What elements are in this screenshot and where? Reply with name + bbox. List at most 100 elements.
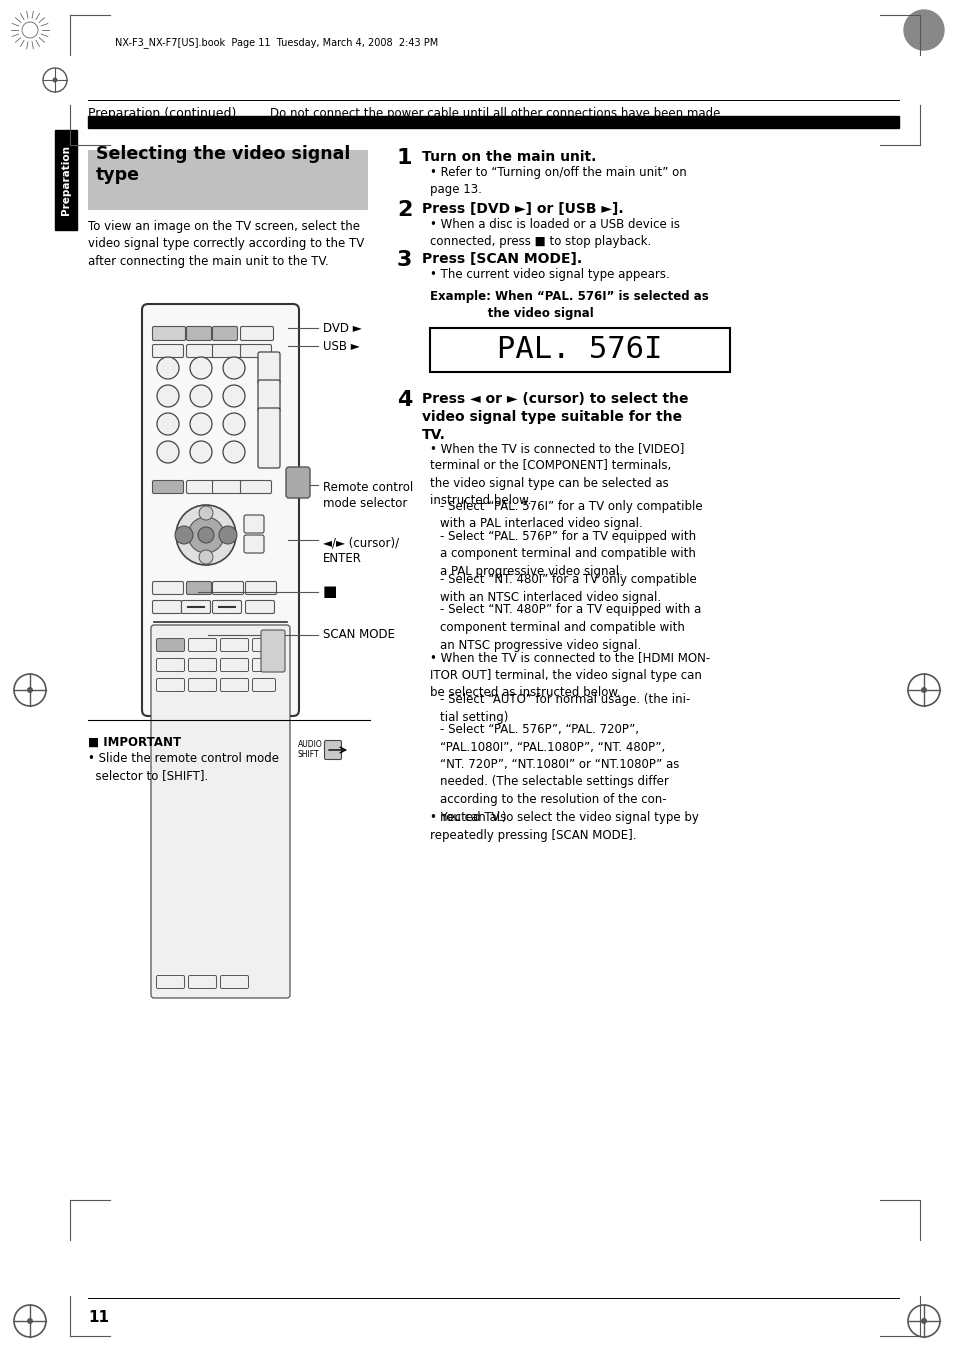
Text: ■ IMPORTANT: ■ IMPORTANT [88, 736, 181, 748]
Circle shape [223, 440, 245, 463]
Text: • Refer to “Turning on/off the main unit” on
page 13.: • Refer to “Turning on/off the main unit… [430, 166, 686, 196]
Circle shape [223, 357, 245, 380]
FancyBboxPatch shape [156, 658, 184, 671]
FancyBboxPatch shape [213, 327, 237, 340]
FancyBboxPatch shape [189, 639, 216, 651]
Circle shape [157, 357, 179, 380]
FancyBboxPatch shape [253, 678, 275, 692]
Circle shape [920, 1319, 926, 1324]
Circle shape [190, 357, 212, 380]
FancyBboxPatch shape [253, 658, 275, 671]
FancyBboxPatch shape [152, 481, 183, 493]
Text: NX-F3_NX-F7[US].book  Page 11  Tuesday, March 4, 2008  2:43 PM: NX-F3_NX-F7[US].book Page 11 Tuesday, Ma… [115, 38, 437, 49]
FancyBboxPatch shape [156, 678, 184, 692]
FancyBboxPatch shape [220, 639, 248, 651]
Circle shape [920, 688, 926, 693]
Circle shape [22, 22, 38, 38]
FancyBboxPatch shape [152, 345, 183, 358]
Text: • When the TV is connected to the [VIDEO]
terminal or the [COMPONENT] terminals,: • When the TV is connected to the [VIDEO… [430, 442, 683, 508]
Circle shape [175, 505, 235, 565]
Circle shape [14, 674, 46, 707]
FancyBboxPatch shape [213, 581, 243, 594]
Circle shape [190, 413, 212, 435]
FancyBboxPatch shape [220, 975, 248, 989]
Text: Remote control
mode selector: Remote control mode selector [323, 481, 413, 509]
Circle shape [223, 385, 245, 407]
Text: 11: 11 [88, 1309, 109, 1324]
Text: Press [DVD ►] or [USB ►].: Press [DVD ►] or [USB ►]. [421, 203, 623, 216]
FancyBboxPatch shape [213, 345, 243, 358]
FancyBboxPatch shape [245, 581, 276, 594]
FancyBboxPatch shape [240, 481, 272, 493]
Circle shape [907, 674, 939, 707]
Text: 1: 1 [396, 149, 412, 168]
Circle shape [157, 385, 179, 407]
FancyBboxPatch shape [151, 626, 290, 998]
Circle shape [188, 517, 224, 553]
Bar [88, 116, 898, 128]
Circle shape [27, 1319, 33, 1324]
Text: • You can also select the video signal type by
repeatedly pressing [SCAN MODE].: • You can also select the video signal t… [430, 811, 699, 842]
Circle shape [27, 688, 33, 693]
Text: 4: 4 [396, 390, 412, 409]
FancyBboxPatch shape [257, 380, 280, 412]
Text: To view an image on the TV screen, select the
video signal type correctly accord: To view an image on the TV screen, selec… [88, 220, 364, 267]
FancyBboxPatch shape [220, 678, 248, 692]
Text: SCAN MODE: SCAN MODE [323, 628, 395, 642]
FancyBboxPatch shape [240, 327, 274, 340]
Text: • When a disc is loaded or a USB device is
connected, press ■ to stop playback.: • When a disc is loaded or a USB device … [430, 218, 679, 249]
Text: - Select “AUTO” for normal usage. (the ini-
tial setting): - Select “AUTO” for normal usage. (the i… [439, 693, 690, 724]
Circle shape [52, 77, 57, 82]
Text: Preparation (continued): Preparation (continued) [88, 107, 236, 119]
Text: Preparation: Preparation [61, 145, 71, 215]
Text: Press [SCAN MODE].: Press [SCAN MODE]. [421, 253, 581, 266]
Circle shape [157, 413, 179, 435]
FancyBboxPatch shape [324, 740, 341, 759]
Bar [88, 150, 368, 209]
FancyBboxPatch shape [152, 600, 181, 613]
FancyBboxPatch shape [213, 481, 243, 493]
FancyBboxPatch shape [244, 535, 264, 553]
Text: - Select “NT. 480P” for a TV equipped with a
component terminal and compatible w: - Select “NT. 480P” for a TV equipped wi… [439, 604, 700, 651]
Circle shape [198, 527, 213, 543]
Text: 2: 2 [396, 200, 412, 220]
FancyBboxPatch shape [156, 639, 184, 651]
Text: • Slide the remote control mode
  selector to [SHIFT].: • Slide the remote control mode selector… [88, 753, 278, 782]
FancyBboxPatch shape [186, 581, 212, 594]
FancyBboxPatch shape [261, 630, 285, 671]
Bar [430, 328, 729, 372]
Text: DVD ►: DVD ► [323, 322, 361, 335]
FancyBboxPatch shape [186, 327, 212, 340]
Text: • The current video signal type appears.: • The current video signal type appears. [430, 267, 669, 281]
Circle shape [903, 9, 943, 50]
Circle shape [199, 507, 213, 520]
Circle shape [14, 1305, 46, 1337]
FancyBboxPatch shape [245, 600, 274, 613]
Text: ◄/► (cursor)/
ENTER: ◄/► (cursor)/ ENTER [323, 536, 398, 565]
Text: Selecting the video signal
type: Selecting the video signal type [96, 145, 350, 185]
FancyBboxPatch shape [156, 975, 184, 989]
Text: - Select “NT. 480I” for a TV only compatible
with an NTSC interlaced video signa: - Select “NT. 480I” for a TV only compat… [439, 574, 696, 604]
Text: Example: When “PAL. 576I” is selected as
              the video signal: Example: When “PAL. 576I” is selected as… [430, 290, 708, 320]
FancyBboxPatch shape [189, 975, 216, 989]
FancyBboxPatch shape [213, 600, 241, 613]
FancyBboxPatch shape [286, 467, 310, 499]
Text: PAL. 576I: PAL. 576I [497, 335, 662, 365]
FancyBboxPatch shape [142, 304, 298, 716]
FancyBboxPatch shape [240, 345, 272, 358]
FancyBboxPatch shape [186, 481, 217, 493]
Circle shape [223, 413, 245, 435]
Circle shape [907, 1305, 939, 1337]
Circle shape [199, 550, 213, 563]
FancyBboxPatch shape [152, 581, 183, 594]
Circle shape [157, 440, 179, 463]
Text: Press ◄ or ► (cursor) to select the
video signal type suitable for the
TV.: Press ◄ or ► (cursor) to select the vide… [421, 392, 688, 442]
FancyBboxPatch shape [257, 353, 280, 384]
FancyBboxPatch shape [152, 327, 185, 340]
Text: ■: ■ [323, 585, 337, 600]
Bar [55, 130, 77, 230]
Text: Turn on the main unit.: Turn on the main unit. [421, 150, 596, 163]
Circle shape [219, 526, 236, 544]
Circle shape [174, 526, 193, 544]
Circle shape [43, 68, 67, 92]
